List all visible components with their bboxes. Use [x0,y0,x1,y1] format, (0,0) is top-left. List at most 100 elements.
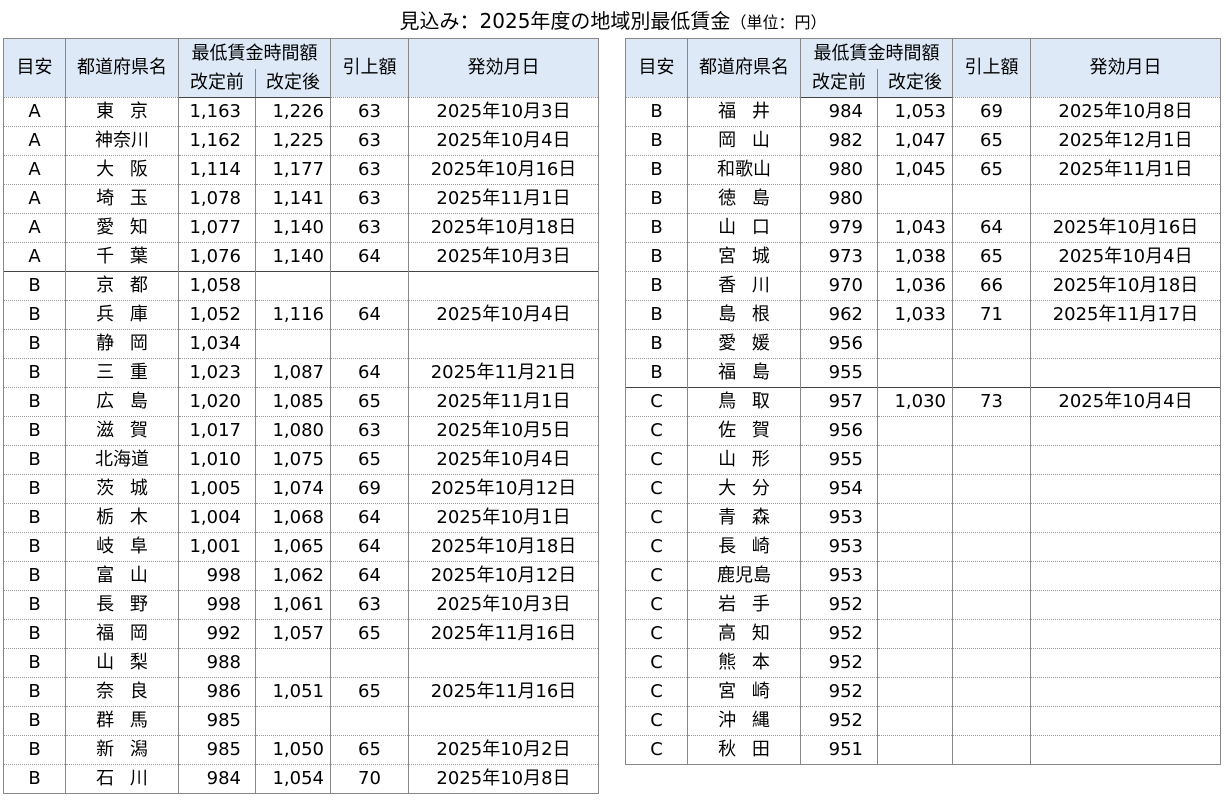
raise-cell: 64 [330,358,409,388]
grade-cell: B [3,561,66,591]
raise-cell: 63 [330,416,409,446]
after-cell [255,706,331,736]
before-cell: 988 [178,648,256,678]
after-cell: 1,051 [255,677,331,707]
raise-cell: 65 [330,619,409,649]
date-cell: 2025年10月4日 [1030,387,1221,417]
raise-cell: 63 [330,213,409,243]
after-cell [877,706,953,736]
header: 目安 都道府県名 最低賃金時間額 引上額 発効月日 改定前 改定後 [625,38,1221,98]
grade-cell: C [625,503,688,533]
header-row: 改定前 改定後 [626,69,1221,98]
prefecture-cell: 茨 城 [65,474,179,504]
grade-cell: B [3,445,66,475]
grade-cell: C [625,590,688,620]
row: B 和歌山 980 1,045 65 2025年11月1日 [625,155,1221,185]
before-cell: 1,001 [178,532,256,562]
prefecture-cell: 和歌山 [687,155,801,185]
after-cell: 1,036 [877,271,953,301]
grade-cell: C [625,387,688,417]
after-cell [877,735,953,765]
date-cell [408,706,599,736]
before-cell: 982 [800,126,878,156]
before-cell: 953 [800,532,878,562]
header-cell: 目安 [625,38,688,98]
date-cell: 2025年10月3日 [408,242,599,272]
before-cell: 980 [800,155,878,185]
after-cell: 1,177 [255,155,331,185]
grade-cell: C [625,532,688,562]
prefecture-cell: 愛 媛 [687,329,801,359]
grade-cell: A [3,126,66,156]
unit: （単位：円） [730,13,827,32]
date-cell: 2025年10月18日 [408,213,599,243]
after-cell: 1,050 [255,735,331,765]
raise-cell [952,590,1031,620]
before-cell: 951 [800,735,878,765]
date-cell: 2025年10月5日 [408,416,599,446]
prefecture-cell: 福 井 [687,97,801,127]
before-cell: 952 [800,590,878,620]
date-cell: 2025年10月12日 [408,561,599,591]
before-cell: 955 [800,445,878,475]
raise-cell [330,329,409,359]
before-cell: 980 [800,184,878,214]
before-cell: 984 [800,97,878,127]
grade-cell: A [3,155,66,185]
prefecture-cell: 北海道 [65,445,179,475]
after-cell: 1,038 [877,242,953,272]
after-cell [877,677,953,707]
raise-cell: 69 [330,474,409,504]
after-cell [255,271,331,301]
grade-cell: A [3,213,66,243]
after-cell: 1,054 [255,764,331,794]
prefecture-cell: 奈 良 [65,677,179,707]
header-row: 改定前 改定後 [4,69,599,98]
after-cell: 1,047 [877,126,953,156]
date-cell [1030,706,1221,736]
raise-cell: 66 [952,271,1031,301]
before-cell: 953 [800,561,878,591]
raise-cell: 70 [330,764,409,794]
after-cell: 1,087 [255,358,331,388]
prefecture-cell: 兵 庫 [65,300,179,330]
after-cell: 1,057 [255,619,331,649]
before-cell: 956 [800,416,878,446]
grade-cell: B [3,619,66,649]
date-cell [1030,474,1221,504]
after-cell: 1,065 [255,532,331,562]
date-cell [1030,648,1221,678]
title: 見込み：2025年度の地域別最低賃金（単位：円） [0,5,1226,34]
after-cell [877,358,953,388]
prefecture-cell: 新 潟 [65,735,179,765]
grade-cell: B [625,329,688,359]
prefecture-cell: 香 川 [687,271,801,301]
before-cell: 1,076 [178,242,256,272]
prefecture-cell: 島 根 [687,300,801,330]
grade-cell: B [625,97,688,127]
raise-cell [952,474,1031,504]
prefecture-cell: 長 崎 [687,532,801,562]
header-cell: 改定前 [178,69,256,98]
header-cell: 最低賃金時間額 [800,38,953,69]
date-cell: 2025年12月1日 [1030,126,1221,156]
after-cell: 1,053 [877,97,953,127]
header-cell: 最低賃金時間額 [178,38,331,69]
date-cell: 2025年10月3日 [408,97,599,127]
prefecture-cell: 福 岡 [65,619,179,649]
before-cell: 1,058 [178,271,256,301]
grade-cell: A [3,97,66,127]
prefecture-cell: 山 梨 [65,648,179,678]
